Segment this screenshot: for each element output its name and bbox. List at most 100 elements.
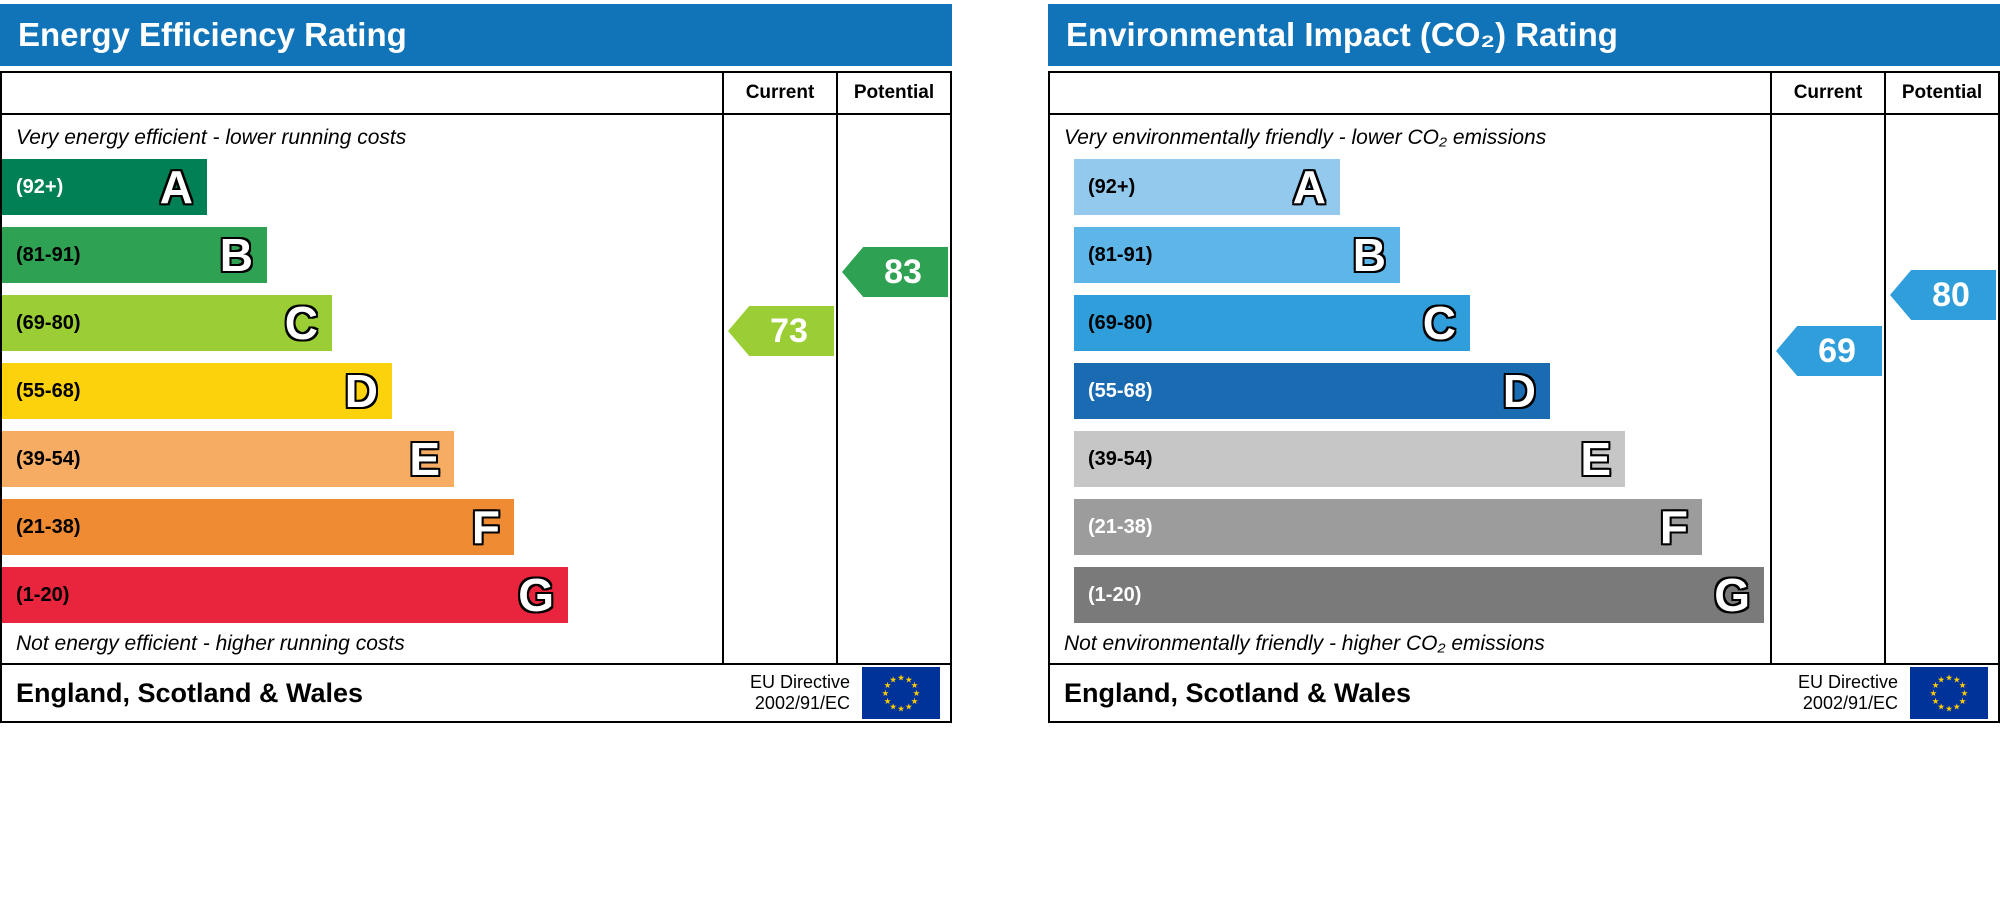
svg-text:★: ★ xyxy=(897,672,905,682)
region-label: England, Scotland & Wales xyxy=(16,677,364,708)
eu-flag-icon: ★ ★ ★ ★ ★ ★ ★ ★ ★ ★ ★ ★ xyxy=(1910,667,1988,719)
epc-charts-page: Energy Efficiency Rating Current Potenti… xyxy=(0,4,2000,723)
header-spacer xyxy=(2,73,722,113)
region-label: England, Scotland & Wales xyxy=(1064,677,1412,708)
svg-text:★: ★ xyxy=(1959,696,1967,706)
column-header-row: Current Potential xyxy=(2,73,950,115)
header-spacer xyxy=(1050,73,1770,113)
band-f: (21-38) F xyxy=(1074,499,1702,555)
svg-text:★: ★ xyxy=(884,680,892,690)
svg-text:★: ★ xyxy=(905,674,913,684)
band-letter: B xyxy=(219,229,253,281)
band-range: (39-54) xyxy=(16,447,81,470)
eu-directive-label: EU Directive 2002/91/EC xyxy=(749,672,850,713)
svg-text:★: ★ xyxy=(897,704,905,714)
band-letter: B xyxy=(1352,229,1386,281)
band-letter: A xyxy=(1292,161,1326,213)
band-letter: D xyxy=(1502,365,1536,417)
chart-footer: England, Scotland & Wales EU Directive 2… xyxy=(1050,663,1998,721)
rating-table: Current Potential Very environmentally f… xyxy=(1048,71,2000,723)
band-range: (69-80) xyxy=(16,311,81,334)
band-a: (92+) A xyxy=(2,159,207,215)
band-range: (1-20) xyxy=(16,583,70,606)
band-range: (69-80) xyxy=(1088,311,1153,334)
top-note: Very environmentally friendly - lower CO… xyxy=(1064,126,1547,149)
rating-table: Current Potential Very energy efficient … xyxy=(0,71,952,723)
svg-text:★: ★ xyxy=(889,702,897,712)
eu-flag-icon: ★ ★ ★ ★ ★ ★ ★ ★ ★ ★ ★ ★ xyxy=(862,667,940,719)
band-letter: D xyxy=(344,365,378,417)
band-c: (69-80) C xyxy=(1074,295,1470,351)
bands: (92+) A (81-91) B (69-80) C (55-68) xyxy=(1050,159,1770,623)
potential-column: 83 xyxy=(836,115,950,663)
band-b: (81-91) B xyxy=(1074,227,1400,283)
band-range: (81-91) xyxy=(1088,243,1153,266)
chart-title: Environmental Impact (CO₂) Rating xyxy=(1066,16,1618,53)
potential-column-header: Potential xyxy=(836,73,950,113)
current-rating-arrow: 73 xyxy=(728,306,834,356)
chart-title-bar: Energy Efficiency Rating xyxy=(0,4,952,66)
potential-column: 80 xyxy=(1884,115,1998,663)
svg-text:★: ★ xyxy=(1930,688,1938,698)
potential-rating-arrow: 80 xyxy=(1890,270,1996,320)
energy-efficiency-chart: Energy Efficiency Rating Current Potenti… xyxy=(0,4,952,723)
current-column: 73 xyxy=(722,115,836,663)
svg-text:★: ★ xyxy=(1945,672,1953,682)
band-g: (1-20) G xyxy=(1074,567,1764,623)
band-d: (55-68) D xyxy=(1074,363,1550,419)
band-f: (21-38) F xyxy=(2,499,514,555)
band-range: (81-91) xyxy=(16,243,81,266)
band-g: (1-20) G xyxy=(2,567,568,623)
svg-text:★: ★ xyxy=(1937,702,1945,712)
band-letter: G xyxy=(518,569,554,621)
band-range: (21-38) xyxy=(1088,515,1153,538)
band-e: (39-54) E xyxy=(1074,431,1625,487)
band-d: (55-68) D xyxy=(2,363,392,419)
svg-text:★: ★ xyxy=(911,680,919,690)
svg-text:★: ★ xyxy=(905,702,913,712)
chart-title: Energy Efficiency Rating xyxy=(18,16,407,53)
band-letter: G xyxy=(1714,569,1750,621)
band-e: (39-54) E xyxy=(2,431,454,487)
svg-text:★: ★ xyxy=(884,696,892,706)
svg-text:★: ★ xyxy=(911,696,919,706)
top-note: Very energy efficient - lower running co… xyxy=(16,126,407,149)
band-range: (21-38) xyxy=(16,515,81,538)
band-b: (81-91) B xyxy=(2,227,267,283)
chart-body: Very energy efficient - lower running co… xyxy=(2,115,950,663)
band-letter: E xyxy=(1580,433,1611,485)
band-range: (1-20) xyxy=(1088,583,1142,606)
svg-text:★: ★ xyxy=(889,674,897,684)
bands: (92+) A (81-91) B (69-80) C (55-68) xyxy=(2,159,722,623)
band-letter: A xyxy=(159,161,193,213)
band-letter: C xyxy=(1422,297,1456,349)
chart-title-bar: Environmental Impact (CO₂) Rating xyxy=(1048,4,2000,66)
current-column: 69 xyxy=(1770,115,1884,663)
band-range: (92+) xyxy=(1088,175,1136,198)
potential-column-header: Potential xyxy=(1884,73,1998,113)
svg-text:★: ★ xyxy=(1945,704,1953,714)
svg-text:★: ★ xyxy=(1932,680,1940,690)
chart-body: Very environmentally friendly - lower CO… xyxy=(1050,115,1998,663)
band-letter: E xyxy=(409,433,440,485)
band-range: (92+) xyxy=(16,175,64,198)
band-area: Very energy efficient - lower running co… xyxy=(2,115,722,663)
band-letter: F xyxy=(1659,501,1688,553)
band-a: (92+) A xyxy=(1074,159,1340,215)
band-c: (69-80) C xyxy=(2,295,332,351)
svg-text:★: ★ xyxy=(1932,696,1940,706)
band-letter: F xyxy=(471,501,500,553)
current-column-header: Current xyxy=(722,73,836,113)
current-column-header: Current xyxy=(1770,73,1884,113)
svg-text:★: ★ xyxy=(1959,680,1967,690)
potential-rating-arrow: 83 xyxy=(842,247,948,297)
svg-text:★: ★ xyxy=(1961,688,1969,698)
svg-text:★: ★ xyxy=(1937,674,1945,684)
band-area: Very environmentally friendly - lower CO… xyxy=(1050,115,1770,663)
chart-footer: England, Scotland & Wales EU Directive 2… xyxy=(2,663,950,721)
current-rating-arrow: 69 xyxy=(1776,326,1882,376)
environmental-impact-chart: Environmental Impact (CO₂) Rating Curren… xyxy=(1048,4,2000,723)
svg-text:★: ★ xyxy=(913,688,921,698)
band-range: (39-54) xyxy=(1088,447,1153,470)
band-letter: C xyxy=(284,297,318,349)
